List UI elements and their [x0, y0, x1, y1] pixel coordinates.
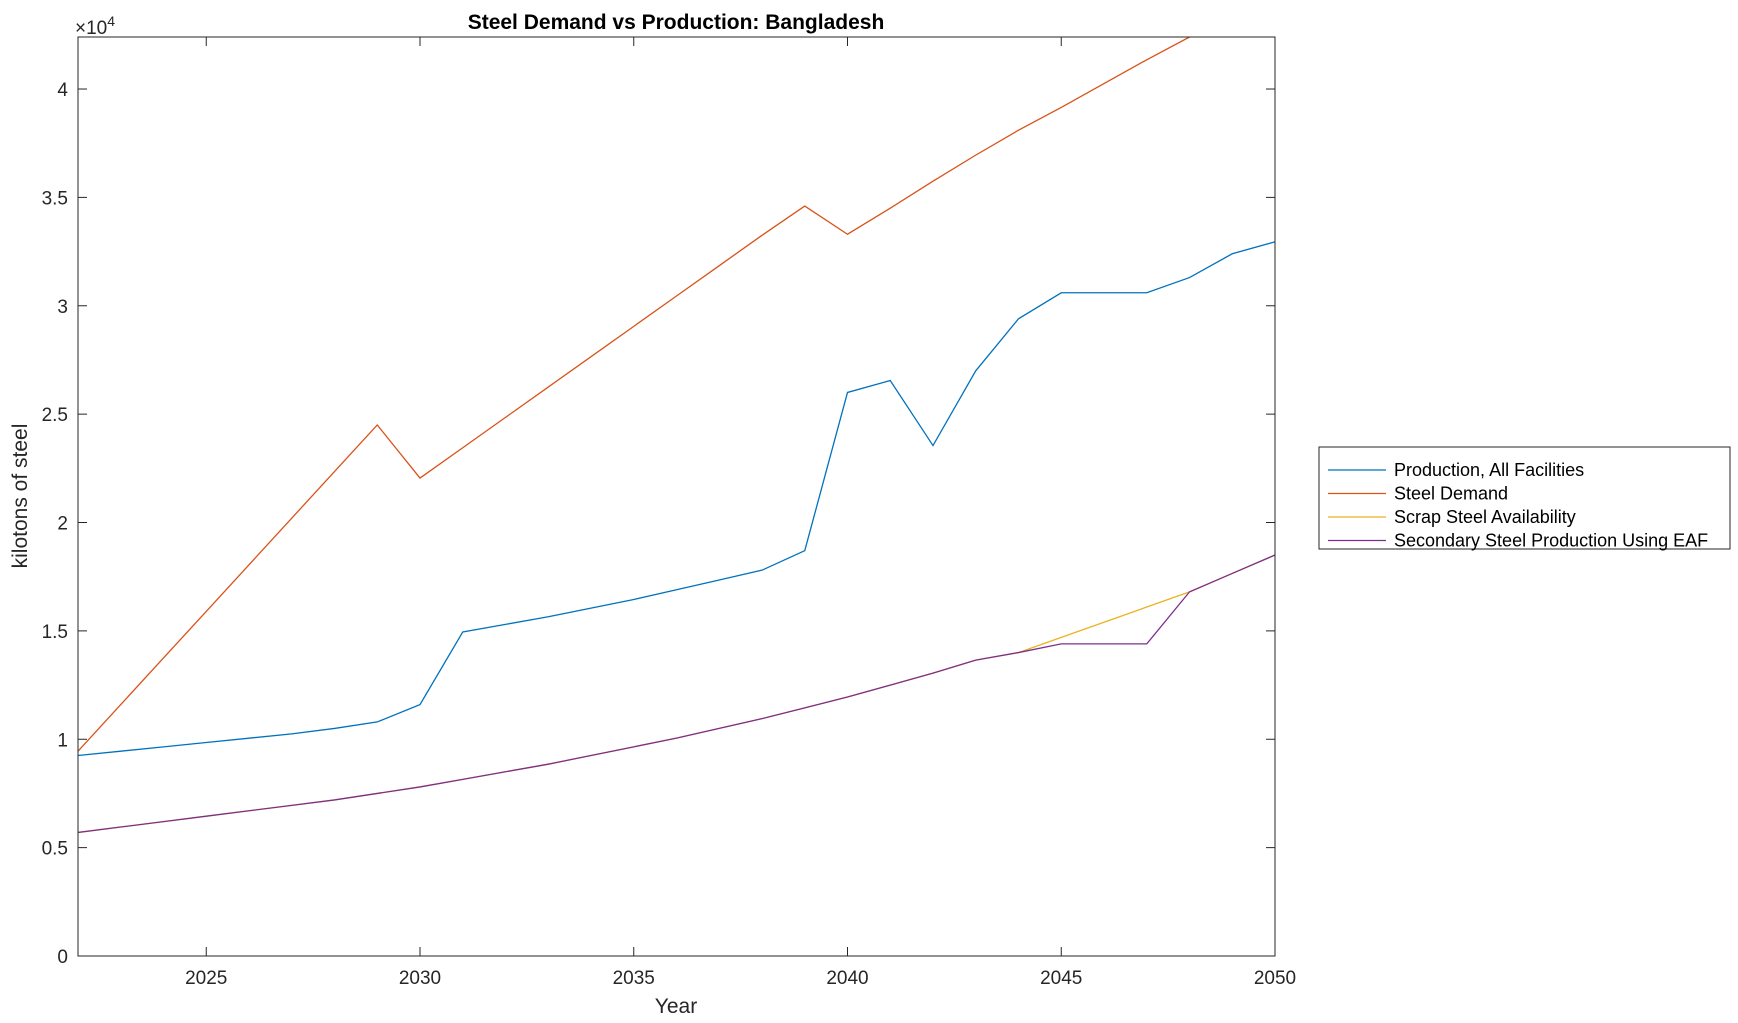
y-axis-label: kilotons of steel [9, 424, 32, 569]
exponent-power: 4 [107, 13, 115, 29]
y-tick-label: 2.5 [42, 405, 68, 426]
legend-label: Secondary Steel Production Using EAF [1394, 531, 1708, 551]
series-line-3 [78, 554, 1275, 834]
series-line-2 [78, 37, 1191, 752]
legend-box [1318, 446, 1731, 550]
x-axis-label: Year [655, 995, 697, 1018]
legend-label: Scrap Steel Availability [1394, 507, 1576, 527]
legend: Production, All Facilities Steel Demand Sc… [1318, 446, 1731, 551]
chart-title: Steel Demand vs Production: Bangladesh [468, 11, 885, 34]
x-tick-label: 2050 [1254, 968, 1296, 989]
x-axis: 2025 2030 2035 2040 2045 2050 [185, 37, 1296, 989]
y-tick-label: 1 [57, 730, 68, 751]
x-tick-label: 2035 [613, 968, 655, 989]
x-tick-label: 2025 [185, 968, 227, 989]
legend-item: Steel Demand [1328, 484, 1508, 504]
series-line-4 [78, 554, 1275, 834]
legend-item: Scrap Steel Availability [1328, 507, 1576, 527]
y-tick-label: 3.5 [42, 188, 68, 209]
legend-items: Production, All Facilities Steel Demand Sc… [1328, 460, 1708, 551]
legend-item: Production, All Facilities [1328, 460, 1584, 480]
legend-label: Production, All Facilities [1394, 460, 1584, 480]
svg-text:×104: ×104 [75, 13, 115, 39]
y-tick-label: 0.5 [42, 839, 68, 860]
x-tick-label: 2030 [399, 968, 441, 989]
series-line-1 [78, 241, 1275, 757]
y-axis-exponent: ×104 [75, 13, 115, 39]
y-tick-label: 4 [57, 80, 68, 101]
y-axis: 0 0.5 1 1.5 2 2.5 3 3.5 4 [42, 80, 1275, 968]
y-tick-label: 3 [57, 297, 68, 318]
series-layer [78, 37, 1275, 834]
y-tick-label: 2 [57, 514, 68, 535]
legend-label: Steel Demand [1394, 484, 1508, 504]
legend-item: Secondary Steel Production Using EAF [1328, 531, 1708, 551]
y-tick-label: 0 [57, 947, 68, 968]
plot-area-frame [77, 36, 1276, 957]
x-tick-label: 2040 [826, 968, 868, 989]
y-tick-label: 1.5 [42, 622, 68, 643]
x-tick-label: 2045 [1040, 968, 1082, 989]
exponent-base: ×10 [75, 18, 107, 39]
